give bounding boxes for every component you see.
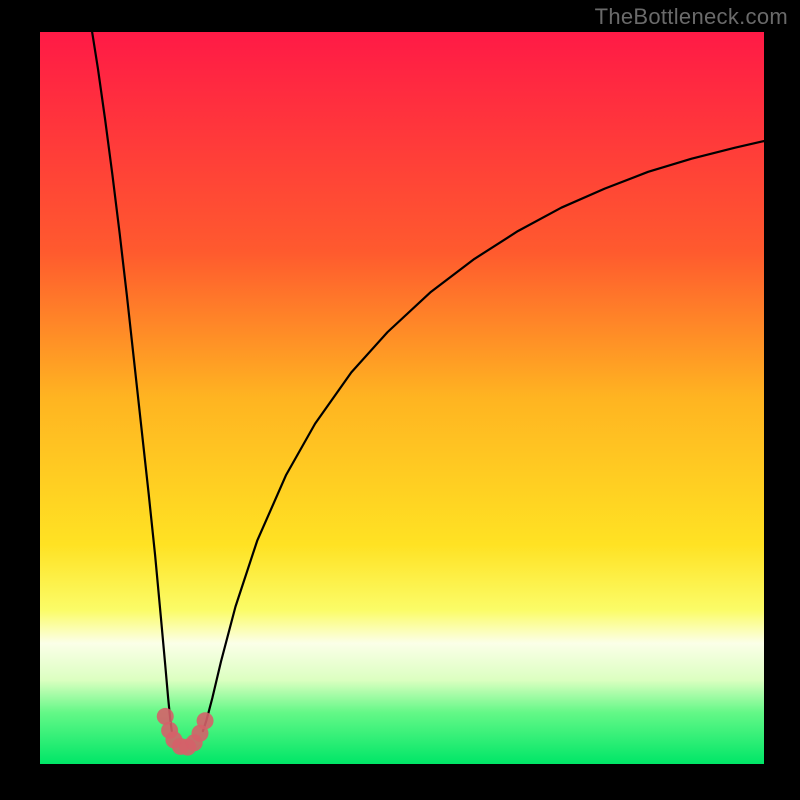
- watermark-text: TheBottleneck.com: [595, 4, 788, 30]
- gradient-background: [40, 32, 764, 764]
- plot-area: [40, 32, 764, 764]
- chart-container: TheBottleneck.com: [0, 0, 800, 800]
- bottleneck-chart: [40, 32, 764, 764]
